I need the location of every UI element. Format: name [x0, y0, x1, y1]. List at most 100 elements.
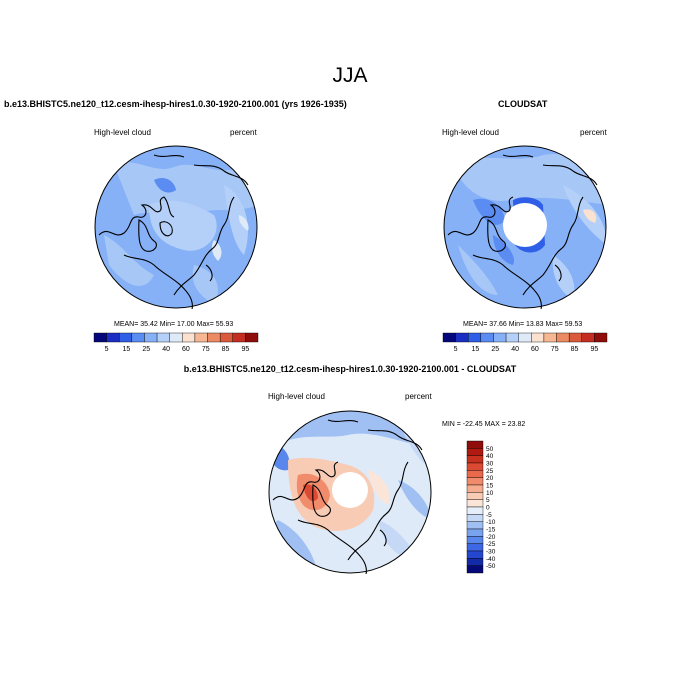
colorbar-swatch — [466, 528, 484, 537]
colorbar-swatch — [466, 550, 484, 559]
colorbar-swatch — [93, 332, 107, 343]
colorbar-swatch — [466, 506, 484, 515]
panel-right-field-label: High-level cloud — [442, 128, 499, 137]
colorbar-swatch — [466, 543, 484, 552]
panel-diff-field-label: High-level cloud — [268, 392, 325, 401]
colorbar-tick-label: -5 — [486, 512, 492, 519]
colorbar-tick-label: 0 — [486, 505, 490, 512]
panel-left-units-label: percent — [230, 128, 257, 137]
colorbar-tick-label: 85 — [571, 346, 579, 353]
panel-left-stats: MEAN= 35.42 Min= 17.00 Max= 55.93 — [114, 321, 234, 328]
colorbar-swatch — [518, 332, 532, 343]
colorbar-tick-label: 5 — [105, 346, 109, 353]
panel-left-field-label: High-level cloud — [94, 128, 151, 137]
colorbar-tick-label: -40 — [486, 556, 496, 563]
colorbar-swatch — [556, 332, 570, 343]
colorbar-tick-label: 25 — [491, 346, 499, 353]
panel-diff-units-label: percent — [405, 392, 432, 401]
map-diff — [268, 410, 432, 574]
colorbar-swatch — [466, 514, 484, 522]
colorbar-tick-label: -15 — [486, 527, 496, 534]
colorbar-tick-label: 30 — [486, 461, 494, 468]
colorbar-tick-label: 15 — [486, 483, 494, 490]
colorbar-swatch — [131, 332, 145, 343]
colorbar-tick-label: -50 — [486, 563, 496, 570]
colorbar-swatch — [245, 332, 259, 343]
colorbar-swatch — [468, 332, 482, 343]
colorbar-tick-label: 15 — [123, 346, 131, 353]
colorbar-swatch — [169, 332, 183, 343]
colorbar-swatch — [466, 558, 484, 566]
colorbar-swatch — [442, 332, 456, 343]
colorbar-swatch — [466, 536, 484, 544]
colorbar-right: 5 15 25 40 60 75 85 95 — [442, 332, 608, 353]
colorbar-swatch — [543, 332, 557, 343]
colorbar-swatch — [466, 455, 484, 464]
colorbar-tick-label: 5 — [454, 346, 458, 353]
colorbar-swatch — [182, 332, 196, 343]
colorbar-tick-label: 75 — [202, 346, 210, 353]
colorbar-tick-label: 60 — [531, 346, 539, 353]
colorbar-swatch — [466, 521, 484, 530]
map-left-border — [94, 145, 258, 309]
panel-right-units-label: percent — [580, 128, 607, 137]
panel-right-stats: MEAN= 37.66 Min= 13.83 Max= 59.53 — [463, 321, 583, 328]
colorbar-swatch — [505, 332, 519, 343]
panel-right-title: CLOUDSAT — [498, 99, 548, 109]
colorbar-tick-label: -30 — [486, 549, 496, 556]
colorbar-tick-label: 50 — [486, 446, 494, 453]
colorbar-tick-label: 40 — [486, 453, 494, 460]
colorbar-tick-label: 95 — [590, 346, 598, 353]
colorbar-swatch — [466, 499, 484, 508]
colorbar-swatch — [455, 332, 469, 343]
colorbar-tick-label: 95 — [241, 346, 249, 353]
colorbar-swatch — [466, 440, 484, 449]
colorbar-tick-label: 15 — [472, 346, 480, 353]
colorbar-swatch — [156, 332, 170, 343]
colorbar-swatch — [119, 332, 133, 343]
colorbar-left: 5 15 25 40 60 75 85 95 — [93, 332, 259, 353]
colorbar-swatch — [106, 332, 120, 343]
map-left — [94, 145, 258, 309]
colorbar-swatch — [466, 477, 484, 486]
colorbar-tick-label: -10 — [486, 519, 496, 526]
colorbar-swatch — [194, 332, 208, 343]
colorbar-swatch — [232, 332, 246, 343]
map-right-border — [443, 145, 607, 309]
colorbar-tick-label: 5 — [486, 497, 490, 504]
colorbar-swatch — [466, 448, 484, 456]
map-right — [443, 145, 607, 309]
colorbar-swatch — [493, 332, 507, 343]
colorbar-swatch — [568, 332, 582, 343]
panel-left-title: b.e13.BHISTC5.ne120_t12.cesm-ihesp-hires… — [4, 99, 347, 109]
colorbar-swatch — [207, 332, 221, 343]
colorbar-tick-label: -25 — [486, 541, 496, 548]
colorbar-tick-label: 20 — [486, 475, 494, 482]
colorbar-tick-label: 60 — [182, 346, 190, 353]
colorbar-swatch — [144, 332, 158, 343]
colorbar-tick-label: 25 — [142, 346, 150, 353]
colorbar-swatch — [581, 332, 595, 343]
colorbar-tick-label: -20 — [486, 534, 496, 541]
coastlines-right — [447, 154, 598, 309]
colorbar-swatch — [219, 332, 233, 343]
colorbar-tick-label: 75 — [551, 346, 559, 353]
colorbar-tick-label: 10 — [486, 490, 494, 497]
panel-diff-stats: MIN = -22.45 MAX = 23.82 — [442, 421, 526, 428]
colorbar-swatch — [594, 332, 608, 343]
colorbar-swatch — [466, 484, 484, 493]
colorbar-swatch — [466, 565, 484, 574]
colorbar-swatch — [480, 332, 494, 343]
colorbar-swatch — [466, 492, 484, 500]
colorbar-tick-label: 40 — [511, 346, 519, 353]
panel-diff-title: b.e13.BHISTC5.ne120_t12.cesm-ihesp-hires… — [183, 364, 517, 374]
figure-title: JJA — [332, 64, 368, 87]
coastlines-diff — [272, 419, 423, 574]
cloud-field-left — [95, 146, 257, 308]
colorbar-swatch — [466, 462, 484, 471]
colorbar-swatch — [531, 332, 545, 343]
map-diff-border — [268, 410, 432, 574]
coastlines-left — [98, 154, 249, 309]
colorbar-tick-label: 85 — [222, 346, 230, 353]
